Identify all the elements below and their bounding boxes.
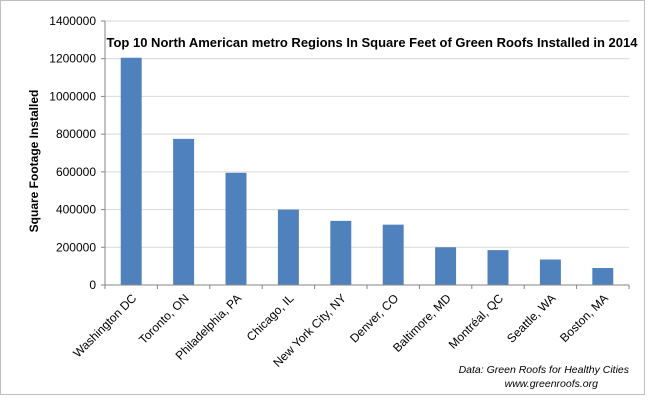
x-tick-label: Chicago, IL xyxy=(244,291,297,344)
y-tick-label: 1000000 xyxy=(49,89,96,103)
bar xyxy=(382,224,404,285)
x-tick-label: Washington DC xyxy=(70,291,139,360)
y-tick-labels: 0 200000 400000 600000 800000 1000000 1200000 1… xyxy=(49,14,96,292)
bar-chart: 0 200000 400000 600000 800000 1000000 1200000 1… xyxy=(27,14,639,390)
bars xyxy=(120,57,614,286)
y-tick-label: 200000 xyxy=(56,240,96,254)
y-tick-label: 1400000 xyxy=(49,14,96,28)
x-tick-label: Boston, MA xyxy=(557,291,611,345)
chart-title: Top 10 North American metro Regions In S… xyxy=(107,35,639,50)
x-tick-label: Denver, CO xyxy=(347,291,401,345)
bar xyxy=(435,247,457,285)
x-tick-label: Seattle, WA xyxy=(504,291,558,345)
bar xyxy=(487,250,509,285)
x-tick-label: Montréal, QC xyxy=(446,291,507,352)
bar xyxy=(592,268,614,285)
y-tick-label: 0 xyxy=(89,278,96,292)
y-tick-label: 600000 xyxy=(56,165,96,179)
y-axis-label: Square Footage Installed xyxy=(27,90,41,233)
source-credit: Data: Green Roofs for Healthy Cities xyxy=(459,364,630,376)
bar xyxy=(539,259,561,285)
chart-frame: 0 200000 400000 600000 800000 1000000 1200000 1… xyxy=(0,0,645,395)
bar xyxy=(225,172,247,285)
bar xyxy=(277,209,299,285)
bar xyxy=(173,138,195,285)
y-tick-label: 800000 xyxy=(56,127,96,141)
x-tick-label: Toronto, ON xyxy=(136,291,192,347)
source-url: www.greenroofs.org xyxy=(505,378,599,390)
y-tick-label: 400000 xyxy=(56,203,96,217)
bar xyxy=(120,57,142,286)
bar xyxy=(330,220,352,285)
y-tick-label: 1200000 xyxy=(49,52,96,66)
